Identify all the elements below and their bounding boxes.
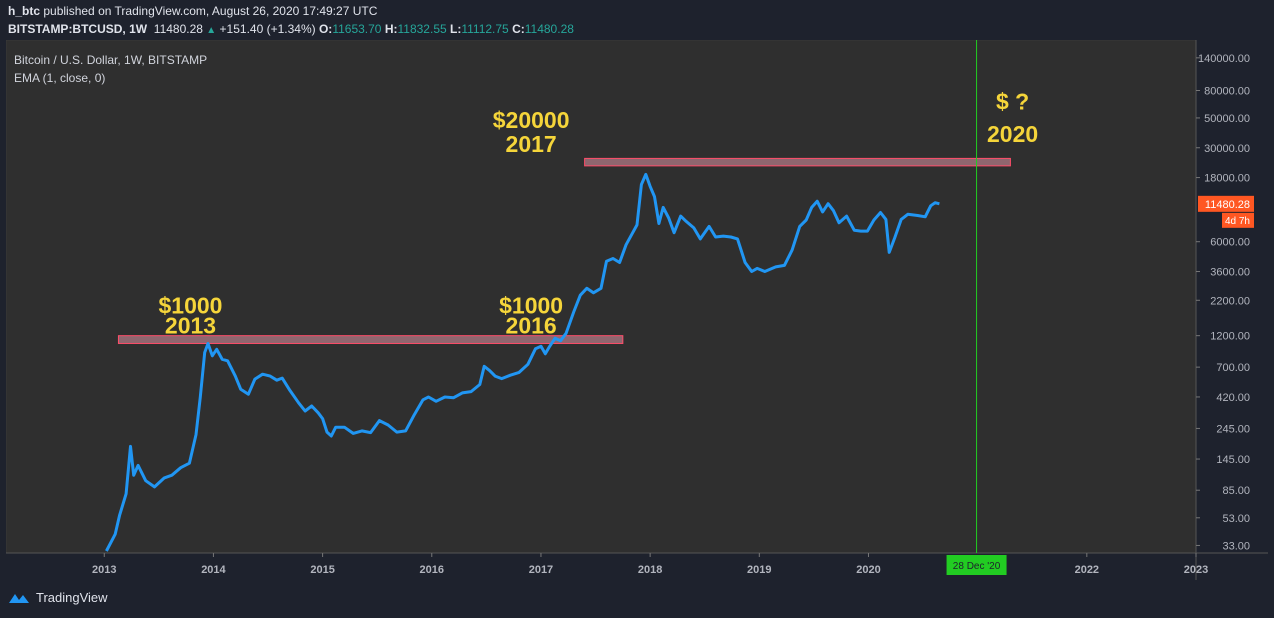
- published-text: published on TradingView.com, August 26,…: [43, 4, 378, 18]
- publisher-name[interactable]: h_btc: [8, 4, 41, 18]
- price-tags: 11480.28 4d 7h 28 Dec '20: [946, 195, 1254, 575]
- zone-1: [584, 157, 1011, 167]
- date-marker-tag: [946, 555, 1007, 575]
- up-arrow-icon: ▲: [206, 25, 217, 36]
- x-tick-label: 2015: [310, 564, 334, 576]
- price-chart[interactable]: 140000.00 80000.00 50000.00 30000.00 18000.0…: [5, 39, 1268, 580]
- countdown-label: 4d 7h: [1225, 216, 1250, 227]
- y-tick-label: 53.00: [1222, 513, 1250, 525]
- symbol-label: BITSTAMP:BTCUSD, 1W: [8, 22, 148, 36]
- annotation-label: 2013: [165, 312, 216, 338]
- x-tick-label: 2020: [856, 564, 880, 576]
- y-tick-label: 140000.00: [1198, 53, 1250, 65]
- y-tick-label: 245.00: [1216, 423, 1250, 435]
- y-tick-label: 18000.00: [1204, 173, 1250, 185]
- y-tick-label: 50000.00: [1204, 113, 1250, 125]
- chart-pane[interactable]: [5, 39, 1197, 554]
- annotation-label: $20000: [493, 107, 570, 133]
- y-tick-label: 420.00: [1216, 392, 1250, 404]
- high-label: H:: [384, 22, 398, 36]
- y-tick-label: 85.00: [1222, 485, 1250, 497]
- x-tick-label: 2016: [420, 564, 444, 576]
- annotation-label: 2016: [506, 312, 557, 338]
- y-tick-label: 700.00: [1216, 362, 1250, 374]
- countdown-tag: [1222, 212, 1254, 228]
- x-tick-label: 2013: [92, 564, 116, 576]
- y-tick-label: 145.00: [1216, 454, 1250, 466]
- chart-frame[interactable]: 140000.00 80000.00 50000.00 30000.00 18000.0…: [5, 39, 1268, 580]
- publish-info: h_btc published on TradingView.com, Augu…: [8, 4, 377, 18]
- last-price-tag: [1198, 195, 1254, 212]
- x-tick-label: 2019: [747, 564, 771, 576]
- change-value: +151.40 (+1.34%): [219, 22, 316, 36]
- close-label: C:: [512, 22, 525, 36]
- low-label: L:: [450, 22, 462, 36]
- annotation-label: $ ?: [996, 88, 1029, 114]
- x-tick-label: 2017: [529, 564, 553, 576]
- close-value: 11480.28: [524, 22, 574, 36]
- x-axis-ticks: 2013 2014 2015 2016 2017 2018 2019 2020 2022 2023: [92, 553, 1208, 576]
- last-price-label: 11480.28: [1205, 199, 1250, 211]
- y-tick-label: 3600.00: [1210, 267, 1250, 279]
- annotation-label: $1000: [159, 293, 223, 319]
- x-tick-label: 2023: [1184, 564, 1208, 576]
- y-tick-label: 30000.00: [1204, 143, 1250, 155]
- open-value: 11653.70: [332, 22, 382, 36]
- open-label: O:: [318, 22, 333, 36]
- time-axis[interactable]: [6, 553, 1196, 580]
- y-tick-label: 80000.00: [1204, 85, 1250, 97]
- high-value: 11832.55: [397, 22, 447, 36]
- y-tick-label: 6000.00: [1210, 237, 1250, 249]
- y-axis-ticks: 140000.00 80000.00 50000.00 30000.00 18000.0…: [1196, 53, 1250, 552]
- x-tick-label: 2014: [201, 564, 226, 576]
- x-tick-label: 2022: [1075, 564, 1099, 576]
- date-marker-label: 28 Dec '20: [953, 561, 1001, 572]
- y-tick-label: 2200.00: [1210, 295, 1250, 307]
- x-tick-label: 2018: [638, 564, 662, 576]
- zone-0: [117, 335, 624, 344]
- annotation-label: 2017: [506, 131, 557, 157]
- horizontal-zones: [117, 157, 1011, 344]
- brand-text: TradingView: [36, 590, 108, 605]
- annotation-label: 2020: [987, 121, 1038, 147]
- annotation-label: $1000: [499, 293, 563, 319]
- last-value: 11480.28: [153, 22, 203, 36]
- footer-brand[interactable]: TradingView: [8, 590, 108, 605]
- price-axis[interactable]: [1196, 40, 1268, 580]
- low-value: 11112.75: [461, 22, 509, 36]
- y-tick-label: 1200.00: [1210, 331, 1250, 343]
- series-line-btcusd: [105, 172, 940, 552]
- ohlc-bar: BITSTAMP:BTCUSD, 1W 11480.28 ▲ +151.40 (…: [8, 22, 574, 36]
- legend-title: Bitcoin / U.S. Dollar, 1W, BITSTAMP: [14, 53, 207, 67]
- tradingview-logo-icon: [9, 593, 29, 603]
- legend-indicator: EMA (1, close, 0): [14, 71, 105, 85]
- y-tick-label: 33.00: [1222, 540, 1250, 552]
